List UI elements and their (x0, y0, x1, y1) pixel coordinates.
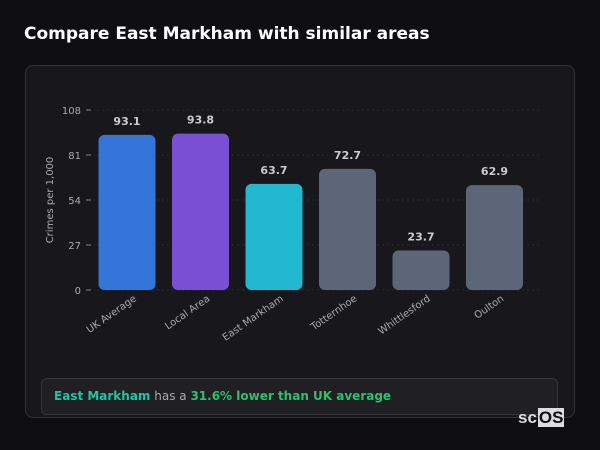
y-tick-label: 54 (68, 196, 81, 207)
comparison-value: 31.6% lower than UK average (190, 389, 392, 403)
data-label: 23.7 (407, 231, 434, 244)
bar (245, 183, 303, 290)
y-tick-label: 27 (68, 241, 81, 252)
data-label: 72.7 (334, 149, 361, 162)
page-title: Compare East Markham with similar areas (24, 24, 430, 44)
comparison-summary: East Markham has a 31.6% lower than UK a… (41, 378, 558, 415)
bar (319, 168, 376, 290)
x-tick-label: UK Average (85, 293, 139, 335)
x-tick-label: Oulton (473, 293, 507, 321)
y-tick-label: 0 (75, 286, 81, 297)
bar (392, 250, 450, 290)
scos-logo: sc OS (518, 408, 565, 427)
y-axis-label: Crimes per 1,000 (45, 157, 56, 244)
x-tick-label: Whittlesford (377, 293, 433, 337)
summary-text: has a (150, 389, 191, 403)
x-tick-label: Local Area (163, 293, 212, 332)
x-tick-label: Totternhoe (308, 293, 359, 333)
data-label: 63.7 (260, 164, 287, 177)
bar (98, 134, 156, 290)
area-name: East Markham (54, 389, 151, 403)
y-tick-label: 108 (62, 106, 81, 117)
data-label: 93.8 (187, 114, 214, 127)
data-label: 62.9 (481, 165, 508, 178)
y-tick-label: 81 (68, 151, 81, 162)
data-label: 93.1 (113, 115, 140, 128)
bar (172, 133, 229, 290)
bar (466, 185, 523, 290)
x-tick-label: East Markham (221, 293, 286, 343)
